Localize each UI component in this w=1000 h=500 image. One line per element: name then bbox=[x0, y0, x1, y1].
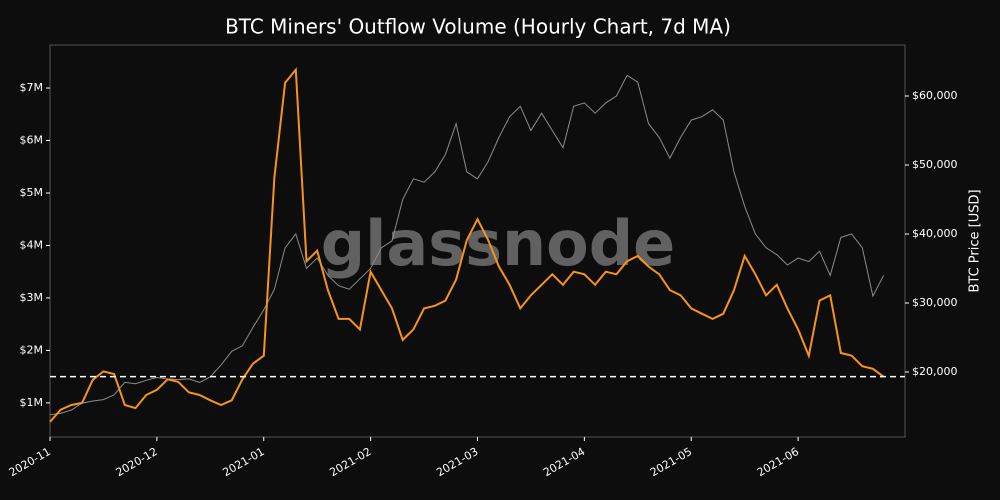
y-tick-label: $2M bbox=[20, 343, 44, 356]
y2-tick-label: $50,000 bbox=[912, 158, 958, 171]
outflow-line bbox=[49, 67, 885, 423]
y2-tick-label: $30,000 bbox=[912, 296, 958, 309]
chart-title: BTC Miners' Outflow Volume (Hourly Chart… bbox=[225, 15, 731, 39]
y-tick-label: $6M bbox=[20, 134, 44, 147]
y2-tick-label: $40,000 bbox=[912, 227, 958, 240]
price-line bbox=[49, 74, 885, 416]
y-tick-label: $5M bbox=[20, 186, 44, 199]
y-tick-label: $4M bbox=[20, 238, 44, 251]
y2-tick-label: $20,000 bbox=[912, 365, 958, 378]
watermark: glassnode bbox=[321, 207, 675, 280]
y2-axis-label: BTC Price [USD] bbox=[968, 189, 983, 292]
y-tick-label: $3M bbox=[20, 291, 44, 304]
y-tick-label: $1M bbox=[20, 396, 44, 409]
y2-tick-label: $60,000 bbox=[912, 89, 958, 102]
y-tick-label: $7M bbox=[20, 81, 44, 94]
